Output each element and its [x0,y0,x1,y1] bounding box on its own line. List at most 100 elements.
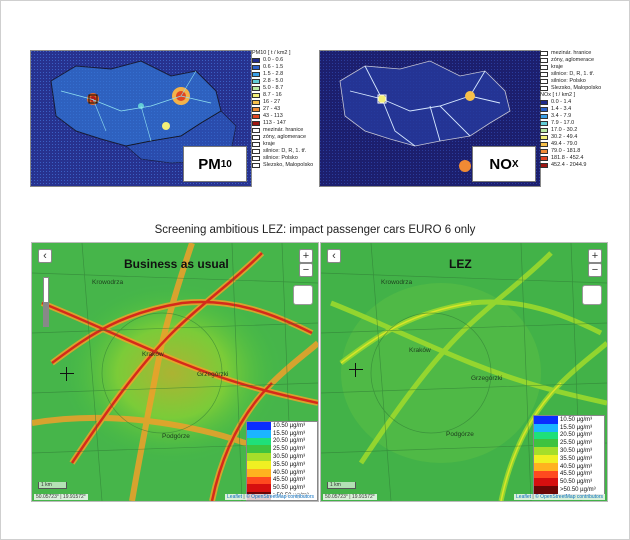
legend-entry: 2.8 - 5.0 [252,78,322,85]
boundary-label: Slezsko, Malopolsko [551,85,602,91]
boundary-swatch [540,51,548,56]
concentration-swatch [534,447,558,455]
section-title: Screening ambitious LEZ: impact passenge… [154,224,476,236]
boundary-swatch [540,58,548,63]
layers-icon[interactable] [293,285,313,305]
concentration-label: 35.50 µg/m³ [560,455,593,462]
boundary-entry: mezinár. hranice [252,127,322,134]
leaflet-link[interactable]: Leaflet [227,494,243,500]
boundary-label: kraje [551,64,563,70]
osm-link[interactable]: © OpenStreetMap contributors [535,494,603,500]
concentration-legend-entry: 50.50 µg/m³ [534,478,604,487]
boundary-swatch [252,142,260,147]
osm-link[interactable]: © OpenStreetMap contributors [246,494,314,500]
boundary-entry: kraje [252,141,322,148]
legend-label: 2.8 - 5.0 [263,78,284,84]
concentration-swatch [247,429,271,438]
legend-swatch [540,121,548,126]
legend-label: 1.4 - 3.4 [551,106,572,112]
legend-swatch [252,107,260,112]
concentration-legend-entry: 50.50 µg/m³ [247,484,317,493]
boundary-swatch [252,156,260,161]
concentration-label: 40.50 µg/m³ [273,469,306,476]
scale-bar: 1 km [327,482,356,489]
legend-entry: 113 - 147 [252,120,322,127]
zoom-in-button[interactable]: + [588,249,602,263]
legend-label: 17.0 - 30.2 [551,127,578,133]
legend-swatch [252,100,260,105]
concentration-legend-entry: 45.50 µg/m³ [534,470,604,479]
legend-swatch [540,128,548,133]
boundary-entry: kraje [540,64,610,71]
legend-swatch [540,114,548,119]
concentration-label: 15.50 µg/m³ [273,430,306,437]
legend-label: 452.4 - 2044.9 [551,162,587,168]
concentration-swatch [534,416,558,424]
bau-concentration-map[interactable]: Business as usual ‹ + − Krowodrza Kraków… [31,242,319,502]
concentration-label: 25.50 µg/m³ [273,446,306,453]
legend-entry: 8.7 - 16 [252,92,322,99]
boundary-entry: zóny, aglomerace [540,57,610,64]
legend-swatch [540,149,548,154]
concentration-label: >50.50 µg/m³ [560,487,596,494]
zoom-out-button[interactable]: − [588,263,602,277]
legend-entry: 27 - 43 [252,106,322,113]
lez-concentration-map[interactable]: LEZ ‹ + − Krowodrza Kraków Grzegórzki Po… [320,242,608,502]
crosshair-icon [349,363,363,377]
concentration-swatch [534,439,558,448]
legend-swatch [540,156,548,161]
legend-swatch [252,65,260,70]
legend-label: 0.0 - 1.4 [551,99,572,105]
lez-concentration-legend: 10.50 µg/m³ 15.50 µg/m³ 20.50 µg/m³ 25.50 µ… [533,415,605,495]
concentration-label: 15.50 µg/m³ [560,424,593,431]
opacity-slider[interactable] [43,277,49,327]
legend-label: 0.6 - 1.5 [263,64,284,70]
back-button[interactable]: ‹ [38,249,52,263]
concentration-label: 10.50 µg/m³ [273,422,306,429]
bau-map-title: Business as usual [124,257,229,271]
legend-entry: 49.4 - 79.0 [540,141,610,148]
legend-swatch [540,100,548,105]
legend-entry: 17.0 - 30.2 [540,127,610,134]
legend-label: 16 - 27 [263,99,281,105]
legend-label: 7.9 - 17.0 [551,120,575,126]
concentration-legend-entry: 15.50 µg/m³ [534,423,604,432]
place-label: Grzegórzki [197,371,229,378]
legend-entry: 452.4 - 2044.9 [540,162,610,169]
bau-concentration-legend: 10.50 µg/m³ 15.50 µg/m³ 20.50 µg/m³ 25.50 µ… [246,421,318,501]
legend-swatch [540,163,548,168]
legend-swatch [252,121,260,126]
zoom-out-button[interactable]: − [299,263,313,277]
layers-icon[interactable] [582,285,602,305]
coordinates-readout: 50.05723° | 19.91572° [323,494,377,500]
concentration-legend-entry: 25.50 µg/m³ [534,439,604,448]
concentration-label: 40.50 µg/m³ [560,463,593,470]
legend-entry: 7.9 - 17.0 [540,120,610,127]
back-button[interactable]: ‹ [327,249,341,263]
nox-emission-map: NO X [319,50,541,187]
boundary-entry: silnice: Polsko [252,155,322,162]
concentration-label: 20.50 µg/m³ [273,438,306,445]
boundary-swatch [540,79,548,84]
zoom-in-button[interactable]: + [299,249,313,263]
concentration-swatch [247,484,271,493]
boundary-label: silnice: Polsko [263,155,298,161]
boundary-entry: Slezsko, Malopolsko [252,162,322,169]
concentration-legend-entry: 40.50 µg/m³ [247,468,317,477]
boundary-entry: silnice: D, R, 1. tř. [540,71,610,78]
boundary-swatch [540,65,548,70]
concentration-label: 45.50 µg/m³ [273,477,306,484]
legend-label: 79.0 - 181.8 [551,148,581,154]
concentration-legend-entry: 35.50 µg/m³ [247,460,317,469]
boundary-swatch [252,135,260,140]
leaflet-link[interactable]: Leaflet [516,494,532,500]
place-label: Podgórze [162,433,190,440]
concentration-swatch [247,460,271,469]
legend-label: 5.0 - 8.7 [263,85,284,91]
place-label: Kraków [142,351,164,358]
legend-label: 0.0 - 0.6 [263,57,284,63]
scale-bar: 1 km [38,482,67,489]
map-attribution: Leaflet | © OpenStreetMap contributors [514,494,605,500]
legend-entry: 79.0 - 181.8 [540,148,610,155]
boundary-swatch [252,163,260,168]
